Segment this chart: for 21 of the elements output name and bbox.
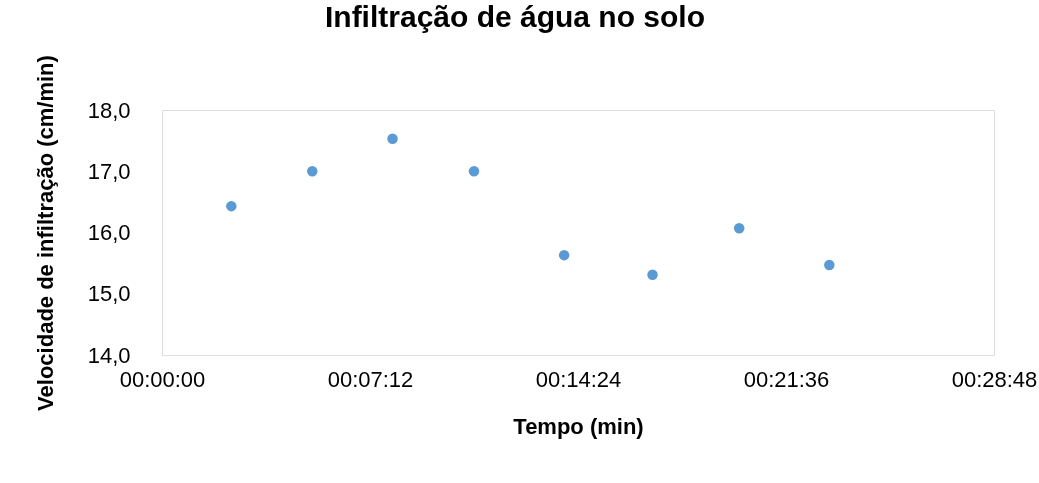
y-tick-label: 14,0 — [87, 342, 131, 368]
x-axis-title: Tempo (min) — [513, 413, 644, 439]
chart-title: Infiltração de água no solo — [324, 0, 706, 33]
point — [824, 259, 835, 271]
x-tick-label: 00:00:00 — [119, 366, 206, 392]
y-tick-label: 18,0 — [87, 97, 131, 123]
point — [558, 249, 570, 261]
y-axis-title: Velocidade de infiltração (cm/min) — [32, 55, 58, 411]
x-tick-label: 00:21:36 — [743, 366, 830, 392]
point — [468, 166, 480, 177]
point — [733, 222, 745, 234]
x-tick-label: 00:14:24 — [535, 366, 622, 392]
y-tick-label: 17,0 — [87, 158, 131, 184]
x-tick-label: 00:28:48 — [951, 366, 1038, 392]
point — [307, 166, 318, 177]
point — [647, 269, 658, 280]
x-tick-label: 00:07:12 — [327, 366, 414, 392]
point — [226, 200, 237, 212]
point — [387, 133, 398, 145]
y-tick-label: 16,0 — [87, 220, 131, 245]
y-tick-label: 15,0 — [87, 281, 131, 307]
